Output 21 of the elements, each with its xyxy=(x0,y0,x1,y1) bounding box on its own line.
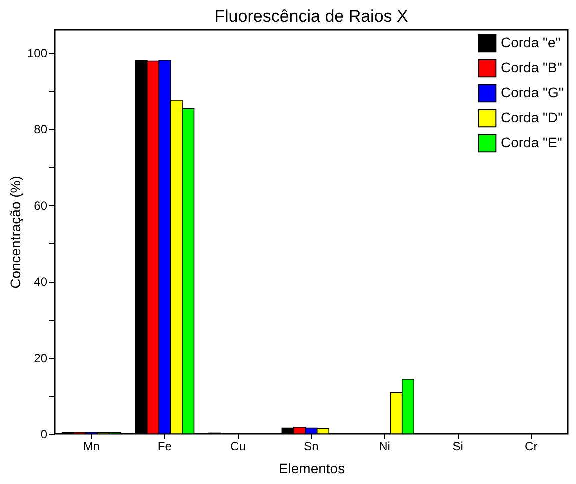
x-axis-title: Elementos xyxy=(278,460,346,476)
x-tick-label: Cu xyxy=(230,440,246,454)
y-tick-label: 40 xyxy=(34,275,48,290)
x-tick-label: Fe xyxy=(158,440,172,454)
x-tick-label: Cr xyxy=(525,440,538,454)
x-tick-label: Mn xyxy=(83,440,100,454)
y-tick-label: 60 xyxy=(34,198,48,213)
legend-label: Corda "D" xyxy=(501,110,564,126)
y-axis-title: Concentração (%) xyxy=(7,176,24,289)
chart-title: Fluorescência de Raios X xyxy=(214,7,408,26)
x-tick-label: Sn xyxy=(304,440,319,454)
y-tick-label: 20 xyxy=(34,351,48,366)
y-tick-label: 0 xyxy=(40,428,48,442)
legend-label: Corda "e" xyxy=(501,34,561,50)
legend-label: Corda "E" xyxy=(501,134,562,150)
x-tick-label: Ni xyxy=(379,440,390,454)
y-tick-label: 100 xyxy=(27,46,48,60)
x-tick-label: Si xyxy=(452,440,464,454)
legend-label: Corda "G" xyxy=(501,84,564,100)
legend-label: Corda "B" xyxy=(501,60,562,76)
y-tick-label: 80 xyxy=(34,122,48,137)
